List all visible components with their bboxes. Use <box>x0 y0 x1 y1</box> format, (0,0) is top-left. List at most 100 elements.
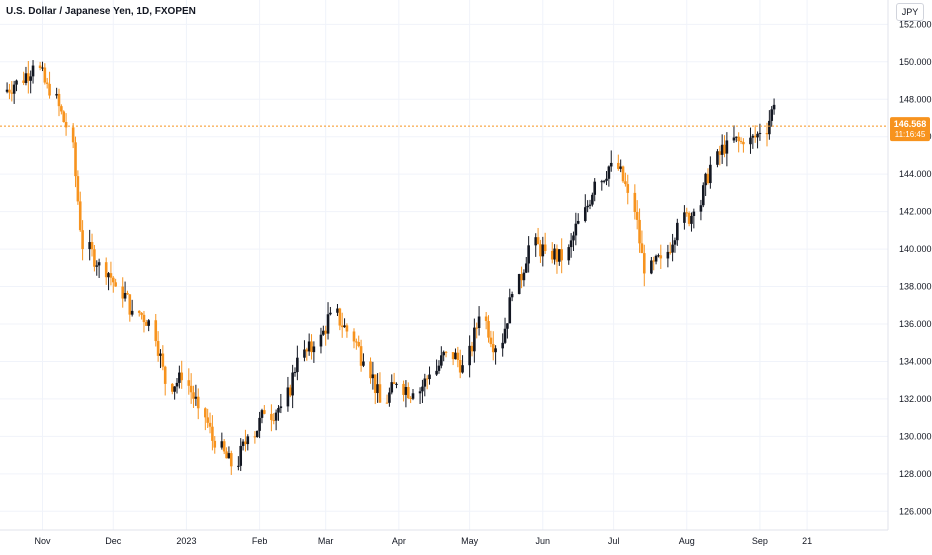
y-tick-label: 130.000 <box>899 431 932 441</box>
candle-body <box>550 250 554 260</box>
candle-body <box>753 135 757 138</box>
candle-body <box>369 361 372 379</box>
x-tick-label: Dec <box>105 536 122 546</box>
price-tag-price: 146.568 <box>894 119 927 129</box>
candle-body <box>638 219 641 244</box>
candle-body <box>362 361 365 366</box>
candle-body <box>501 342 504 349</box>
x-tick-label: Nov <box>34 536 51 546</box>
candle-body <box>442 351 445 356</box>
y-tick-label: 150.000 <box>899 57 932 67</box>
y-tick-label: 126.000 <box>899 506 932 516</box>
candle-body <box>373 374 377 394</box>
candle-body <box>742 142 745 145</box>
candle-body <box>220 441 224 448</box>
candle-body <box>765 132 769 135</box>
candle-body <box>591 194 594 205</box>
candle-body <box>735 136 738 138</box>
y-tick-label: 148.000 <box>899 94 932 104</box>
candle-body <box>428 374 431 380</box>
candle-body <box>173 386 176 392</box>
candle-body <box>461 365 464 373</box>
candle-body <box>121 286 125 299</box>
candle-body <box>617 162 620 169</box>
candle-body <box>385 402 389 404</box>
candle-body <box>74 142 77 177</box>
candle-body <box>772 104 776 110</box>
candle-body <box>244 441 247 445</box>
candle-body <box>619 166 622 169</box>
candle-body <box>395 383 398 385</box>
candle-body <box>270 413 273 421</box>
candle-body <box>510 294 514 298</box>
candle-body <box>421 386 424 392</box>
candle-body <box>503 328 507 343</box>
currency-button[interactable]: JPY <box>896 3 924 21</box>
candle-body <box>494 348 497 353</box>
candle-body <box>142 314 146 323</box>
candle-body <box>31 65 35 77</box>
candle-body <box>560 249 563 261</box>
candle-body <box>246 436 250 445</box>
candle-body <box>588 204 592 206</box>
candle-body <box>555 248 559 262</box>
x-tick-label: Feb <box>252 536 268 546</box>
candle-body <box>213 440 217 448</box>
candle-body <box>340 325 344 328</box>
candle-body <box>326 314 330 334</box>
candle-body <box>241 441 245 446</box>
candle-body <box>699 205 703 212</box>
candle-layer <box>5 60 776 475</box>
candle-body <box>569 240 573 248</box>
candle-body <box>470 345 474 352</box>
candle-body <box>454 352 457 360</box>
candle-body <box>189 385 193 393</box>
chart-title: U.S. Dollar / Japanese Yen, 1D, FXOPEN <box>6 6 196 17</box>
y-tick-label: 138.000 <box>899 282 932 292</box>
x-axis-labels: Nov Dec 2023 Feb Mar Apr May Jun Jul Aug Sep 21 <box>34 536 812 546</box>
candle-body <box>319 334 323 347</box>
candle-body <box>194 396 198 399</box>
candle-body <box>111 277 115 283</box>
y-tick-label: 140.000 <box>899 244 932 254</box>
candle-body <box>41 67 44 69</box>
candle-body <box>709 164 712 184</box>
candle-body <box>723 144 726 154</box>
candle-body <box>255 430 259 438</box>
candle-body <box>126 292 129 295</box>
candle-body <box>277 408 280 413</box>
y-axis-labels: 126.000 128.000 130.000 132.000 134.000 136.0… <box>899 19 932 516</box>
candle-body <box>345 325 349 332</box>
candle-body <box>659 255 663 259</box>
candle-body <box>718 151 722 155</box>
candle-body <box>758 132 762 134</box>
candle-body <box>583 207 587 221</box>
candle-body <box>237 465 240 467</box>
x-tick-label: Aug <box>679 536 695 546</box>
candle-body <box>147 320 150 326</box>
candle-body <box>378 384 382 403</box>
candle-body <box>404 386 408 395</box>
candle-body <box>90 242 94 250</box>
candle-body <box>71 127 75 143</box>
candle-body <box>343 325 346 328</box>
candle-body <box>27 73 30 81</box>
candle-body <box>440 355 443 366</box>
candle-body <box>95 265 99 267</box>
candle-body <box>64 122 68 128</box>
candle-body <box>227 453 231 459</box>
candle-body <box>605 178 608 181</box>
candle-body <box>109 273 113 278</box>
candle-body <box>673 240 677 245</box>
candle-body <box>43 67 47 83</box>
candle-body <box>55 93 58 96</box>
candle-body <box>522 272 526 281</box>
candle-body <box>291 372 294 396</box>
candle-body <box>657 255 660 257</box>
candle-body <box>170 383 174 392</box>
candle-body <box>572 235 575 241</box>
candle-body <box>130 310 134 315</box>
candle-body <box>666 251 670 259</box>
